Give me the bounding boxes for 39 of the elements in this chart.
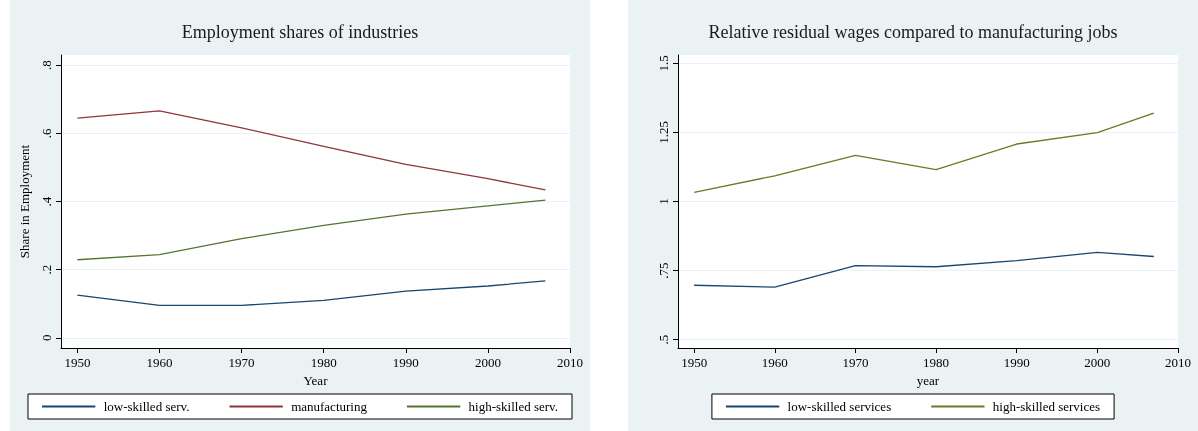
y-tick-label: 0	[39, 334, 54, 342]
x-tick-label: 1960	[761, 355, 788, 370]
x-tick-label: 1990	[1003, 355, 1030, 370]
x-tick-label: 2000	[474, 355, 501, 370]
line-series	[693, 112, 1155, 194]
x-tick-label: 1960	[146, 355, 173, 370]
y-tick-label: .5	[656, 334, 671, 345]
line-series	[76, 110, 547, 191]
x-tick-label: 1980	[923, 355, 950, 370]
x-tick-label: 1970	[842, 355, 869, 370]
y-tick-label: .6	[39, 127, 54, 139]
x-tick-label: 2010	[1165, 355, 1191, 370]
line-series	[76, 280, 547, 307]
x-axis-title: Year	[303, 372, 329, 388]
y-tick-label: .75	[656, 262, 671, 279]
y-tick-label: 1.5	[656, 55, 671, 72]
x-axis-title: year	[916, 372, 940, 388]
legend-label: high-skilled services	[992, 399, 1101, 414]
y-tick-label: .8	[39, 60, 54, 71]
x-tick-label: 1980	[310, 355, 337, 370]
y-tick-label: 1	[656, 198, 671, 205]
y-tick-label: 1.25	[656, 121, 671, 144]
x-tick-label: 2000	[1084, 355, 1111, 370]
legend-label: high-skilled serv.	[468, 399, 559, 414]
chart-title: Employment shares of industries	[181, 22, 419, 42]
x-tick-label: 1990	[392, 355, 419, 370]
legend-label: low-skilled serv.	[103, 399, 190, 414]
legend-label: manufacturing	[291, 399, 368, 414]
chart-title: Relative residual wages compared to manufacturing jobs	[708, 22, 1118, 42]
x-tick-label: 2010	[557, 355, 583, 370]
x-tick-label: 1970	[228, 355, 255, 370]
y-tick-label: .4	[39, 196, 54, 207]
x-tick-label: 1950	[681, 355, 708, 370]
y-axis-title: Share in Employment	[17, 144, 32, 259]
line-series	[76, 199, 547, 261]
legend-label: low-skilled services	[787, 399, 892, 414]
y-tick-label: .2	[39, 264, 54, 275]
line-series	[693, 251, 1155, 288]
x-tick-label: 1950	[64, 355, 91, 370]
